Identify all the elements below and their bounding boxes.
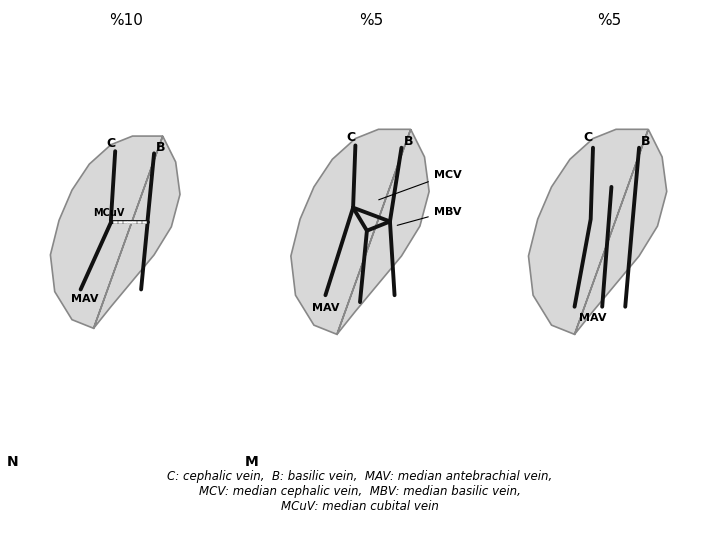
Text: N: N xyxy=(7,455,19,469)
Text: MAV: MAV xyxy=(312,303,339,313)
Text: C: C xyxy=(107,137,115,150)
Text: C: cephalic vein,  B: basilic vein,  MAV: median antebrachial vein,
MCV: median : C: cephalic vein, B: basilic vein, MAV: … xyxy=(167,470,553,513)
Text: MCuV: MCuV xyxy=(94,208,125,218)
Text: C: C xyxy=(584,131,593,144)
Polygon shape xyxy=(50,136,180,328)
Text: MAV: MAV xyxy=(71,294,99,305)
Text: C: C xyxy=(346,131,356,144)
Text: M: M xyxy=(245,455,258,469)
Text: %5: %5 xyxy=(359,14,384,28)
Polygon shape xyxy=(528,129,667,334)
Text: MCV: MCV xyxy=(379,170,462,200)
Text: %10: %10 xyxy=(109,14,143,28)
Text: MAV: MAV xyxy=(580,313,607,322)
Text: %5: %5 xyxy=(597,14,621,28)
Polygon shape xyxy=(291,129,429,334)
Text: B: B xyxy=(156,141,166,154)
Text: MBV: MBV xyxy=(397,207,462,225)
Text: B: B xyxy=(404,136,413,148)
Text: B: B xyxy=(642,136,651,148)
